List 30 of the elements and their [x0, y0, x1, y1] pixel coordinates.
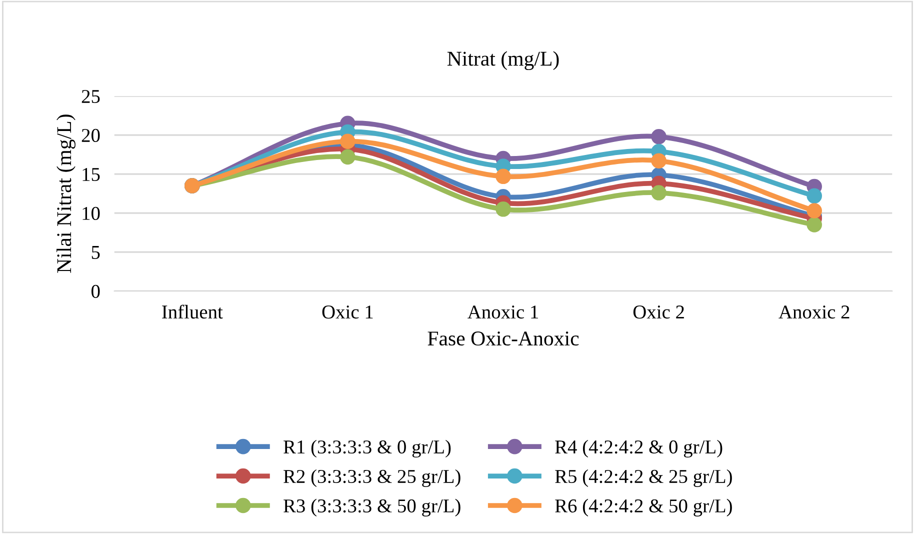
- legend-label: R4 (4:2:4:2 & 0 gr/L): [555, 440, 722, 458]
- point: [651, 129, 666, 144]
- point: [651, 153, 666, 168]
- point: [496, 168, 511, 184]
- point: [496, 202, 511, 217]
- chart-title: Nitrat (mg/L): [447, 51, 559, 70]
- y-tick-label: 20: [82, 128, 100, 142]
- x-tick-label: Oxic 2: [633, 306, 684, 319]
- point: [340, 134, 356, 149]
- legend-label: R3 (3:3:3:3 & 50 gr/L): [284, 498, 460, 516]
- point: [806, 203, 822, 218]
- x-tick-label: Anoxic 2: [778, 306, 850, 319]
- legend-label: R2 (3:3:3:3 & 25 gr/L): [284, 469, 460, 488]
- x-tick-label: Oxic 1: [322, 306, 373, 319]
- y-axis-title: Nilai Nitrat (mg/L): [56, 114, 76, 273]
- point: [340, 149, 356, 165]
- x-tick-label: Influent: [162, 304, 223, 319]
- y-tick-label: 10: [82, 206, 100, 220]
- x-axis-title: Fase Oxic-Anoxic: [428, 332, 579, 346]
- y-tick-label: 25: [82, 90, 100, 104]
- point: [806, 217, 822, 232]
- y-tick-label: 0: [92, 284, 100, 298]
- legend-label: R1 (3:3:3:3 & 0 gr/L): [284, 440, 451, 458]
- point: [651, 185, 666, 200]
- y-tick-label: 15: [82, 168, 100, 182]
- legend-label: R5 (4:2:4:2 & 25 gr/L): [555, 469, 732, 488]
- point: [806, 188, 822, 204]
- legend-label: R6 (4:2:4:2 & 50 gr/L): [555, 498, 732, 516]
- y-tick-label: 5: [92, 246, 100, 259]
- x-tick-label: Anoxic 1: [468, 306, 538, 319]
